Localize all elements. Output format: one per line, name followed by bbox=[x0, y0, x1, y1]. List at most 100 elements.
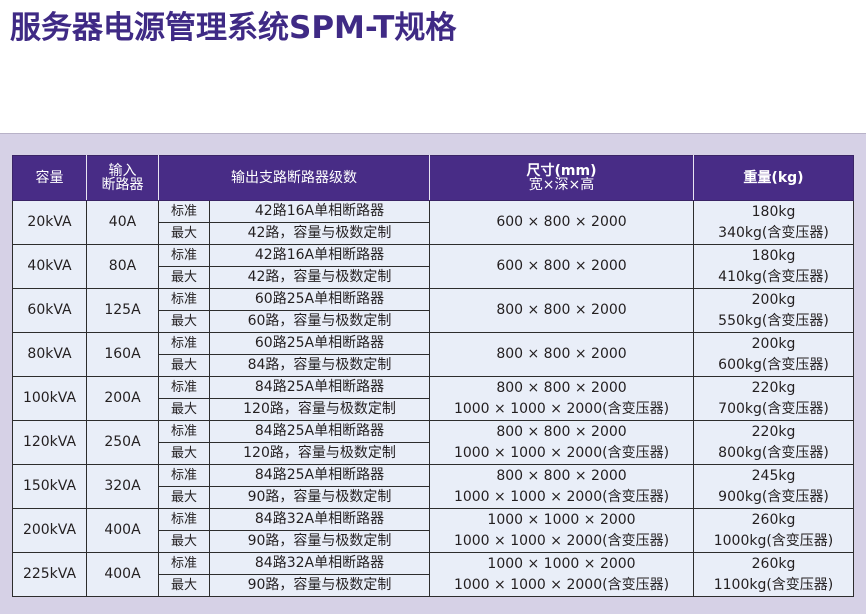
table-row-max: 最大 42路，容量与极数定制 bbox=[13, 222, 854, 245]
header-input-breaker-line2: 断路器 bbox=[101, 177, 144, 193]
table-row-max: 最大 120路，容量与极数定制 bbox=[13, 442, 854, 465]
weight-with-transformer: 900kg(含变压器) bbox=[718, 488, 829, 505]
size-standard: 800 × 800 × 2000 bbox=[496, 467, 627, 484]
max-label: 最大 bbox=[158, 486, 210, 509]
input-breaker-cell: 400A bbox=[86, 508, 159, 553]
weight-with-transformer: 800kg(含变压器) bbox=[718, 444, 829, 461]
max-config-cell: 60路，容量与极数定制 bbox=[209, 310, 430, 333]
table-row-max: 最大 84路，容量与极数定制 bbox=[13, 354, 854, 377]
standard-label: 标准 bbox=[158, 464, 210, 487]
header-input-breaker: 输入 断路器 bbox=[86, 155, 159, 201]
weight-standard: 245kg bbox=[751, 467, 796, 484]
header-size-line2: 宽×深×高 bbox=[528, 177, 595, 193]
weight-standard: 200kg bbox=[751, 291, 796, 308]
standard-label: 标准 bbox=[158, 288, 210, 311]
header-output-levels: 输出支路断路器级数 bbox=[158, 155, 430, 201]
table-row-max: 最大 60路，容量与极数定制 bbox=[13, 310, 854, 333]
standard-config-cell: 84路25A单相断路器 bbox=[209, 376, 430, 399]
table-row: 60kVA 125A 标准 60路25A单相断路器 800 × 800 × 2000 20… bbox=[12, 288, 854, 333]
max-label: 最大 bbox=[158, 354, 210, 377]
standard-config-cell: 84路32A单相断路器 bbox=[209, 552, 430, 575]
capacity-cell: 20kVA bbox=[12, 200, 87, 245]
max-label: 最大 bbox=[158, 222, 210, 245]
weight-with-transformer: 1100kg(含变压器) bbox=[713, 576, 834, 593]
max-label: 最大 bbox=[158, 442, 210, 465]
weight-with-transformer: 410kg(含变压器) bbox=[718, 268, 829, 285]
weight-standard: 180kg bbox=[751, 247, 796, 264]
standard-label: 标准 bbox=[158, 552, 210, 575]
capacity-cell: 60kVA bbox=[12, 288, 87, 333]
size-cell: 800 × 800 × 2000 1000 × 1000 × 2000(含变压器) bbox=[429, 420, 694, 465]
size-cell: 1000 × 1000 × 2000 1000 × 1000 × 2000(含变压… bbox=[429, 508, 694, 553]
weight-standard: 220kg bbox=[751, 379, 796, 396]
size-cell: 800 × 800 × 2000 1000 × 1000 × 2000(含变压器) bbox=[429, 376, 694, 421]
input-breaker-cell: 400A bbox=[86, 552, 159, 597]
size-with-transformer: 1000 × 1000 × 2000(含变压器) bbox=[453, 400, 670, 417]
table-row: 120kVA 250A 标准 84路25A单相断路器 800 × 800 × 2000 1… bbox=[12, 420, 854, 465]
table-row: 80kVA 160A 标准 60路25A单相断路器 800 × 800 × 2000 20… bbox=[12, 332, 854, 377]
table-row: 225kVA 400A 标准 84路32A单相断路器 1000 × 1000 × 200… bbox=[12, 552, 854, 597]
max-label: 最大 bbox=[158, 266, 210, 289]
capacity-cell: 150kVA bbox=[12, 464, 87, 509]
input-breaker-cell: 250A bbox=[86, 420, 159, 465]
max-label: 最大 bbox=[158, 530, 210, 553]
weight-cell: 180kg 340kg(含变压器) bbox=[693, 200, 854, 245]
weight-cell: 220kg 800kg(含变压器) bbox=[693, 420, 854, 465]
capacity-cell: 120kVA bbox=[12, 420, 87, 465]
table-row: 100kVA 200A 标准 84路25A单相断路器 800 × 800 × 2000 1… bbox=[12, 376, 854, 421]
header-weight: 重量(kg) bbox=[693, 155, 854, 201]
header-size: 尺寸(mm) 宽×深×高 bbox=[429, 155, 694, 201]
capacity-cell: 100kVA bbox=[12, 376, 87, 421]
table-row-max: 最大 120路，容量与极数定制 bbox=[13, 398, 854, 421]
input-breaker-cell: 320A bbox=[86, 464, 159, 509]
max-config-cell: 90路，容量与极数定制 bbox=[209, 486, 430, 509]
weight-standard: 260kg bbox=[751, 511, 796, 528]
standard-config-cell: 84路25A单相断路器 bbox=[209, 464, 430, 487]
standard-config-cell: 84路32A单相断路器 bbox=[209, 508, 430, 531]
weight-cell: 260kg 1100kg(含变压器) bbox=[693, 552, 854, 597]
input-breaker-cell: 125A bbox=[86, 288, 159, 333]
weight-standard: 200kg bbox=[751, 335, 796, 352]
standard-config-cell: 84路25A单相断路器 bbox=[209, 420, 430, 443]
capacity-cell: 200kVA bbox=[12, 508, 87, 553]
size-standard: 1000 × 1000 × 2000 bbox=[487, 511, 636, 528]
weight-standard: 180kg bbox=[751, 203, 796, 220]
weight-with-transformer: 550kg(含变压器) bbox=[718, 312, 829, 329]
size-with-transformer: 1000 × 1000 × 2000(含变压器) bbox=[453, 576, 670, 593]
max-config-cell: 120路，容量与极数定制 bbox=[209, 442, 430, 465]
size-standard: 800 × 800 × 2000 bbox=[496, 379, 627, 396]
weight-cell: 200kg 600kg(含变压器) bbox=[693, 332, 854, 377]
size-standard: 1000 × 1000 × 2000 bbox=[487, 555, 636, 572]
max-label: 最大 bbox=[158, 398, 210, 421]
weight-with-transformer: 700kg(含变压器) bbox=[718, 400, 829, 417]
max-config-cell: 120路，容量与极数定制 bbox=[209, 398, 430, 421]
standard-label: 标准 bbox=[158, 244, 210, 267]
size-cell: 600 × 800 × 2000 bbox=[429, 200, 694, 245]
capacity-cell: 40kVA bbox=[12, 244, 87, 289]
max-config-cell: 42路，容量与极数定制 bbox=[209, 222, 430, 245]
header-capacity: 容量 bbox=[12, 155, 87, 201]
header-size-line1: 尺寸(mm) bbox=[526, 163, 597, 179]
size-with-transformer: 1000 × 1000 × 2000(含变压器) bbox=[453, 444, 670, 461]
table-row: 20kVA 40A 标准 42路16A单相断路器 600 × 800 × 2000 180… bbox=[12, 200, 854, 245]
input-breaker-cell: 40A bbox=[86, 200, 159, 245]
standard-label: 标准 bbox=[158, 200, 210, 223]
weight-cell: 220kg 700kg(含变压器) bbox=[693, 376, 854, 421]
spec-table: 容量 输入 断路器 输出支路断路器级数 尺寸(mm) 宽×深×高 重量(kg) … bbox=[12, 155, 854, 597]
weight-with-transformer: 1000kg(含变压器) bbox=[713, 532, 834, 549]
max-config-cell: 90路，容量与极数定制 bbox=[209, 574, 430, 597]
weight-with-transformer: 600kg(含变压器) bbox=[718, 356, 829, 373]
capacity-cell: 80kVA bbox=[12, 332, 87, 377]
standard-label: 标准 bbox=[158, 332, 210, 355]
input-breaker-cell: 200A bbox=[86, 376, 159, 421]
size-cell: 800 × 800 × 2000 bbox=[429, 288, 694, 333]
table-body: 20kVA 40A 标准 42路16A单相断路器 600 × 800 × 2000 180… bbox=[12, 200, 854, 597]
table-row-max: 最大 90路，容量与极数定制 bbox=[13, 574, 854, 597]
table-row: 150kVA 320A 标准 84路25A单相断路器 800 × 800 × 2000 1… bbox=[12, 464, 854, 509]
table-header-row: 容量 输入 断路器 输出支路断路器级数 尺寸(mm) 宽×深×高 重量(kg) bbox=[12, 155, 854, 201]
table-row-max: 最大 42路，容量与极数定制 bbox=[13, 266, 854, 289]
max-label: 最大 bbox=[158, 310, 210, 333]
max-label: 最大 bbox=[158, 574, 210, 597]
standard-label: 标准 bbox=[158, 420, 210, 443]
standard-config-cell: 60路25A单相断路器 bbox=[209, 332, 430, 355]
